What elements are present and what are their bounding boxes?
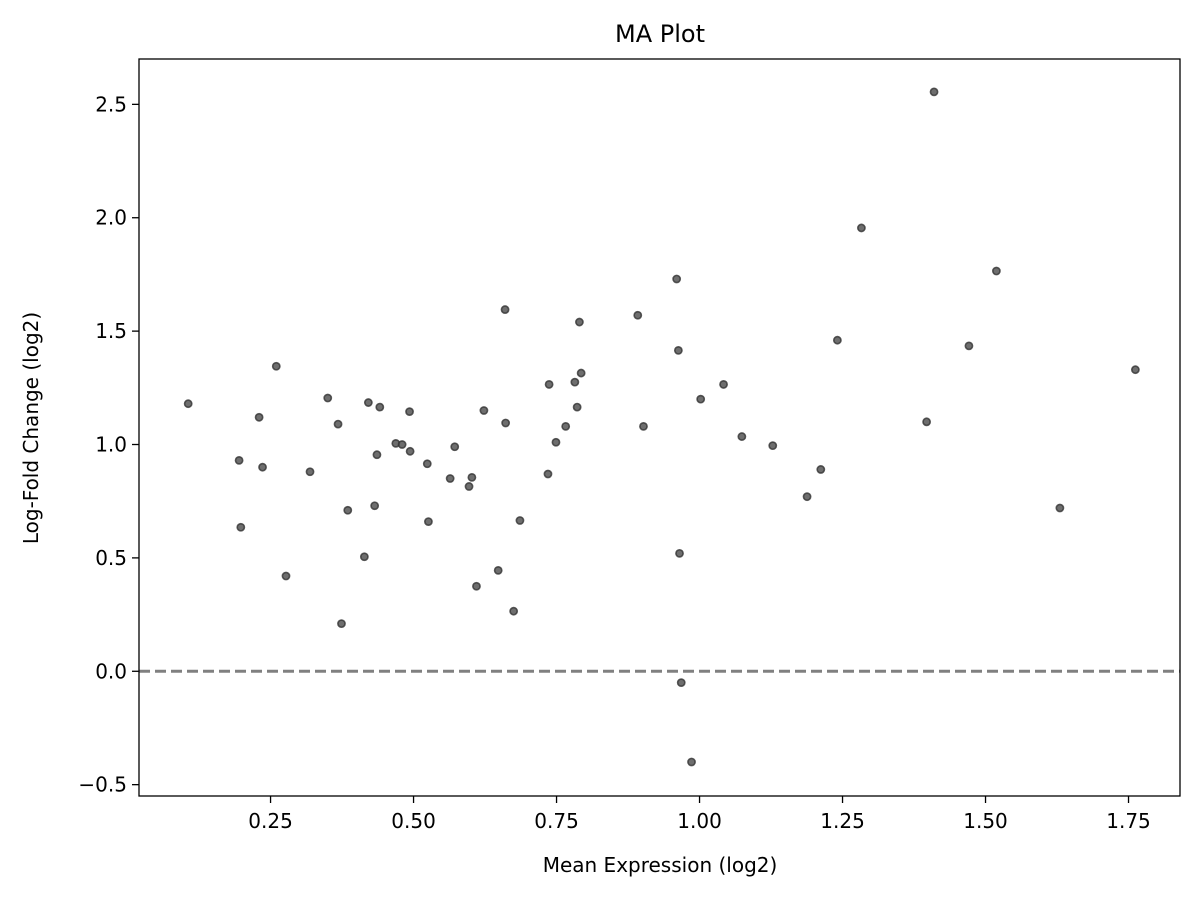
data-point-43 bbox=[633, 310, 643, 320]
data-point-11 bbox=[337, 619, 346, 629]
data-point-33 bbox=[509, 606, 519, 616]
data-point-38 bbox=[561, 421, 571, 431]
y-tick-label: 2.0 bbox=[95, 206, 127, 230]
data-point-27 bbox=[467, 472, 477, 482]
x-tick-label: 1.00 bbox=[677, 809, 722, 833]
data-point-34 bbox=[515, 516, 525, 525]
y-tick-label: 0.5 bbox=[95, 546, 127, 570]
y-tick-label: 0.0 bbox=[95, 659, 127, 683]
data-point-4 bbox=[254, 412, 264, 422]
data-point-31 bbox=[500, 305, 510, 314]
x-tick-label: 1.75 bbox=[1106, 809, 1151, 833]
data-point-45 bbox=[672, 274, 682, 284]
data-point-26 bbox=[464, 482, 474, 491]
data-point-2 bbox=[234, 455, 244, 465]
data-point-50 bbox=[696, 394, 706, 404]
data-point-56 bbox=[832, 335, 842, 345]
data-point-3 bbox=[236, 522, 246, 532]
data-point-7 bbox=[281, 571, 291, 581]
plot-frame bbox=[138, 58, 1181, 797]
data-point-57 bbox=[857, 223, 866, 233]
data-point-55 bbox=[816, 465, 826, 474]
data-point-60 bbox=[964, 341, 974, 351]
x-tick-label: 0.50 bbox=[391, 809, 436, 833]
data-point-36 bbox=[544, 380, 554, 389]
data-point-12 bbox=[343, 505, 353, 515]
data-point-30 bbox=[493, 565, 503, 575]
plot-area bbox=[139, 87, 1180, 767]
data-point-58 bbox=[922, 417, 932, 427]
data-point-46 bbox=[673, 345, 683, 355]
data-point-9 bbox=[323, 393, 333, 403]
chart-title: MA Plot bbox=[615, 20, 705, 48]
data-point-10 bbox=[333, 419, 343, 429]
data-point-54 bbox=[802, 492, 812, 502]
data-point-41 bbox=[575, 317, 584, 327]
x-tick-label: 0.75 bbox=[534, 809, 579, 833]
data-point-61 bbox=[991, 266, 1001, 276]
data-point-6 bbox=[271, 361, 281, 371]
data-point-1 bbox=[183, 399, 193, 409]
data-point-32 bbox=[501, 418, 511, 428]
y-tick-label: 1.5 bbox=[95, 319, 127, 343]
data-point-62 bbox=[1055, 503, 1065, 513]
y-axis-title: Log-Fold Change (log2) bbox=[19, 312, 43, 544]
x-tick-label: 1.25 bbox=[820, 809, 865, 833]
x-axis-title: Mean Expression (log2) bbox=[543, 853, 778, 877]
data-point-13 bbox=[359, 552, 369, 562]
data-point-5 bbox=[258, 462, 267, 472]
data-point-15 bbox=[370, 501, 380, 511]
data-point-21 bbox=[405, 446, 415, 456]
data-point-63 bbox=[1130, 365, 1140, 375]
data-point-24 bbox=[445, 474, 455, 483]
data-point-22 bbox=[422, 459, 432, 469]
data-point-42 bbox=[576, 368, 586, 378]
data-point-48 bbox=[676, 678, 686, 688]
data-point-17 bbox=[375, 402, 385, 412]
data-point-47 bbox=[675, 548, 684, 558]
data-point-37 bbox=[551, 437, 561, 447]
data-point-29 bbox=[479, 406, 489, 415]
data-point-53 bbox=[768, 441, 778, 451]
y-tick-label: 2.5 bbox=[95, 92, 127, 116]
data-point-49 bbox=[687, 757, 696, 767]
data-point-59 bbox=[929, 87, 939, 97]
data-point-44 bbox=[639, 421, 648, 431]
data-point-51 bbox=[719, 380, 728, 389]
data-point-16 bbox=[372, 450, 382, 460]
x-tick-label: 1.50 bbox=[963, 809, 1008, 833]
y-tick-label: −0.5 bbox=[78, 773, 127, 797]
data-point-14 bbox=[363, 398, 373, 407]
data-point-35 bbox=[543, 469, 553, 479]
data-point-20 bbox=[405, 407, 414, 417]
data-point-28 bbox=[472, 581, 481, 591]
x-tick-label: 0.25 bbox=[248, 809, 293, 833]
data-point-19 bbox=[397, 440, 407, 449]
y-tick-label: 1.0 bbox=[95, 433, 127, 457]
data-point-8 bbox=[305, 467, 315, 477]
data-point-52 bbox=[737, 432, 747, 441]
data-point-39 bbox=[570, 377, 580, 387]
data-point-23 bbox=[424, 517, 433, 527]
data-point-25 bbox=[450, 442, 460, 452]
data-point-40 bbox=[572, 402, 582, 412]
